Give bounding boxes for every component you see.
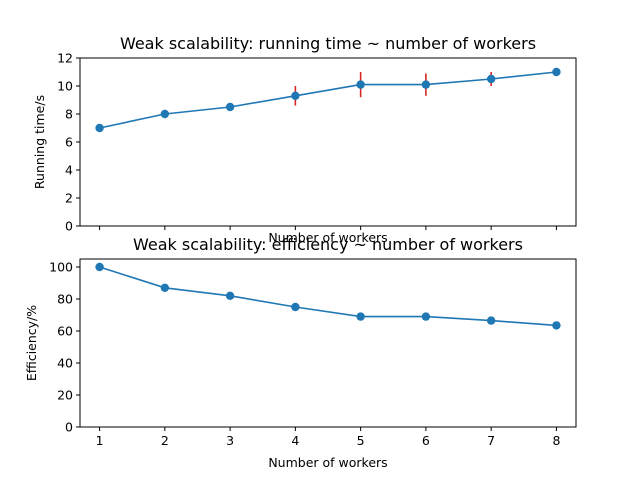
data-point [95,262,104,272]
x-tick-label: 7 [487,433,495,448]
y-tick-label: 80 [57,292,73,307]
y-tick-label: 8 [65,107,73,122]
chart-panel-2: 0 20 40 60 80 100 1 2 3 4 5 6 7 8 Weak scalability: ef… [24,235,577,470]
y-tick-label: 10 [57,79,73,94]
y-tick-label: 60 [57,324,73,339]
y-tick-label: 2 [65,191,73,206]
data-point [356,80,365,89]
series-line [99,71,557,129]
data-point [291,302,300,312]
y-axis-label: Efficiency/% [24,305,39,381]
chart-title: Weak scalability: running time ~ number … [120,34,536,53]
data-point [95,123,104,133]
x-tick-label: 4 [291,433,299,448]
y-tick-label: 4 [65,163,73,178]
chart-title: Weak scalability: efficiency ~ number of… [133,235,523,254]
y-tick-label: 0 [65,219,73,234]
data-point [160,109,170,119]
series-line [99,266,557,327]
data-point [225,291,235,300]
axes-frame [79,57,577,227]
x-tick-label: 6 [422,433,430,448]
data-point [552,321,561,330]
x-tick-label: 2 [161,433,169,448]
data-point [486,316,496,325]
y-tick-label: 12 [57,51,73,66]
data-point [552,67,561,77]
chart-panel-1: 0 2 4 6 8 10 12 Weak scalability: running time … [32,34,577,245]
y-tick-label: 0 [65,420,73,435]
data-point [421,80,431,89]
data-point [486,74,496,84]
data-point [225,102,235,112]
x-tick-label: 1 [96,433,104,448]
data-point [160,283,170,292]
y-axis-label: Running time/s [32,95,47,189]
y-tick-label: 40 [57,356,73,371]
y-tick-label: 20 [57,388,73,403]
x-tick-label: 8 [552,433,560,448]
x-axis-label: Number of workers [268,230,387,245]
axes-frame [79,258,577,428]
x-tick-label: 3 [226,433,234,448]
y-tick-label: 6 [65,135,73,150]
x-axis-label: Number of workers [268,455,387,470]
data-point [291,91,300,101]
y-tick-label: 100 [49,260,73,275]
data-point [421,312,431,321]
data-point [356,312,365,321]
x-tick-label: 5 [357,433,365,448]
